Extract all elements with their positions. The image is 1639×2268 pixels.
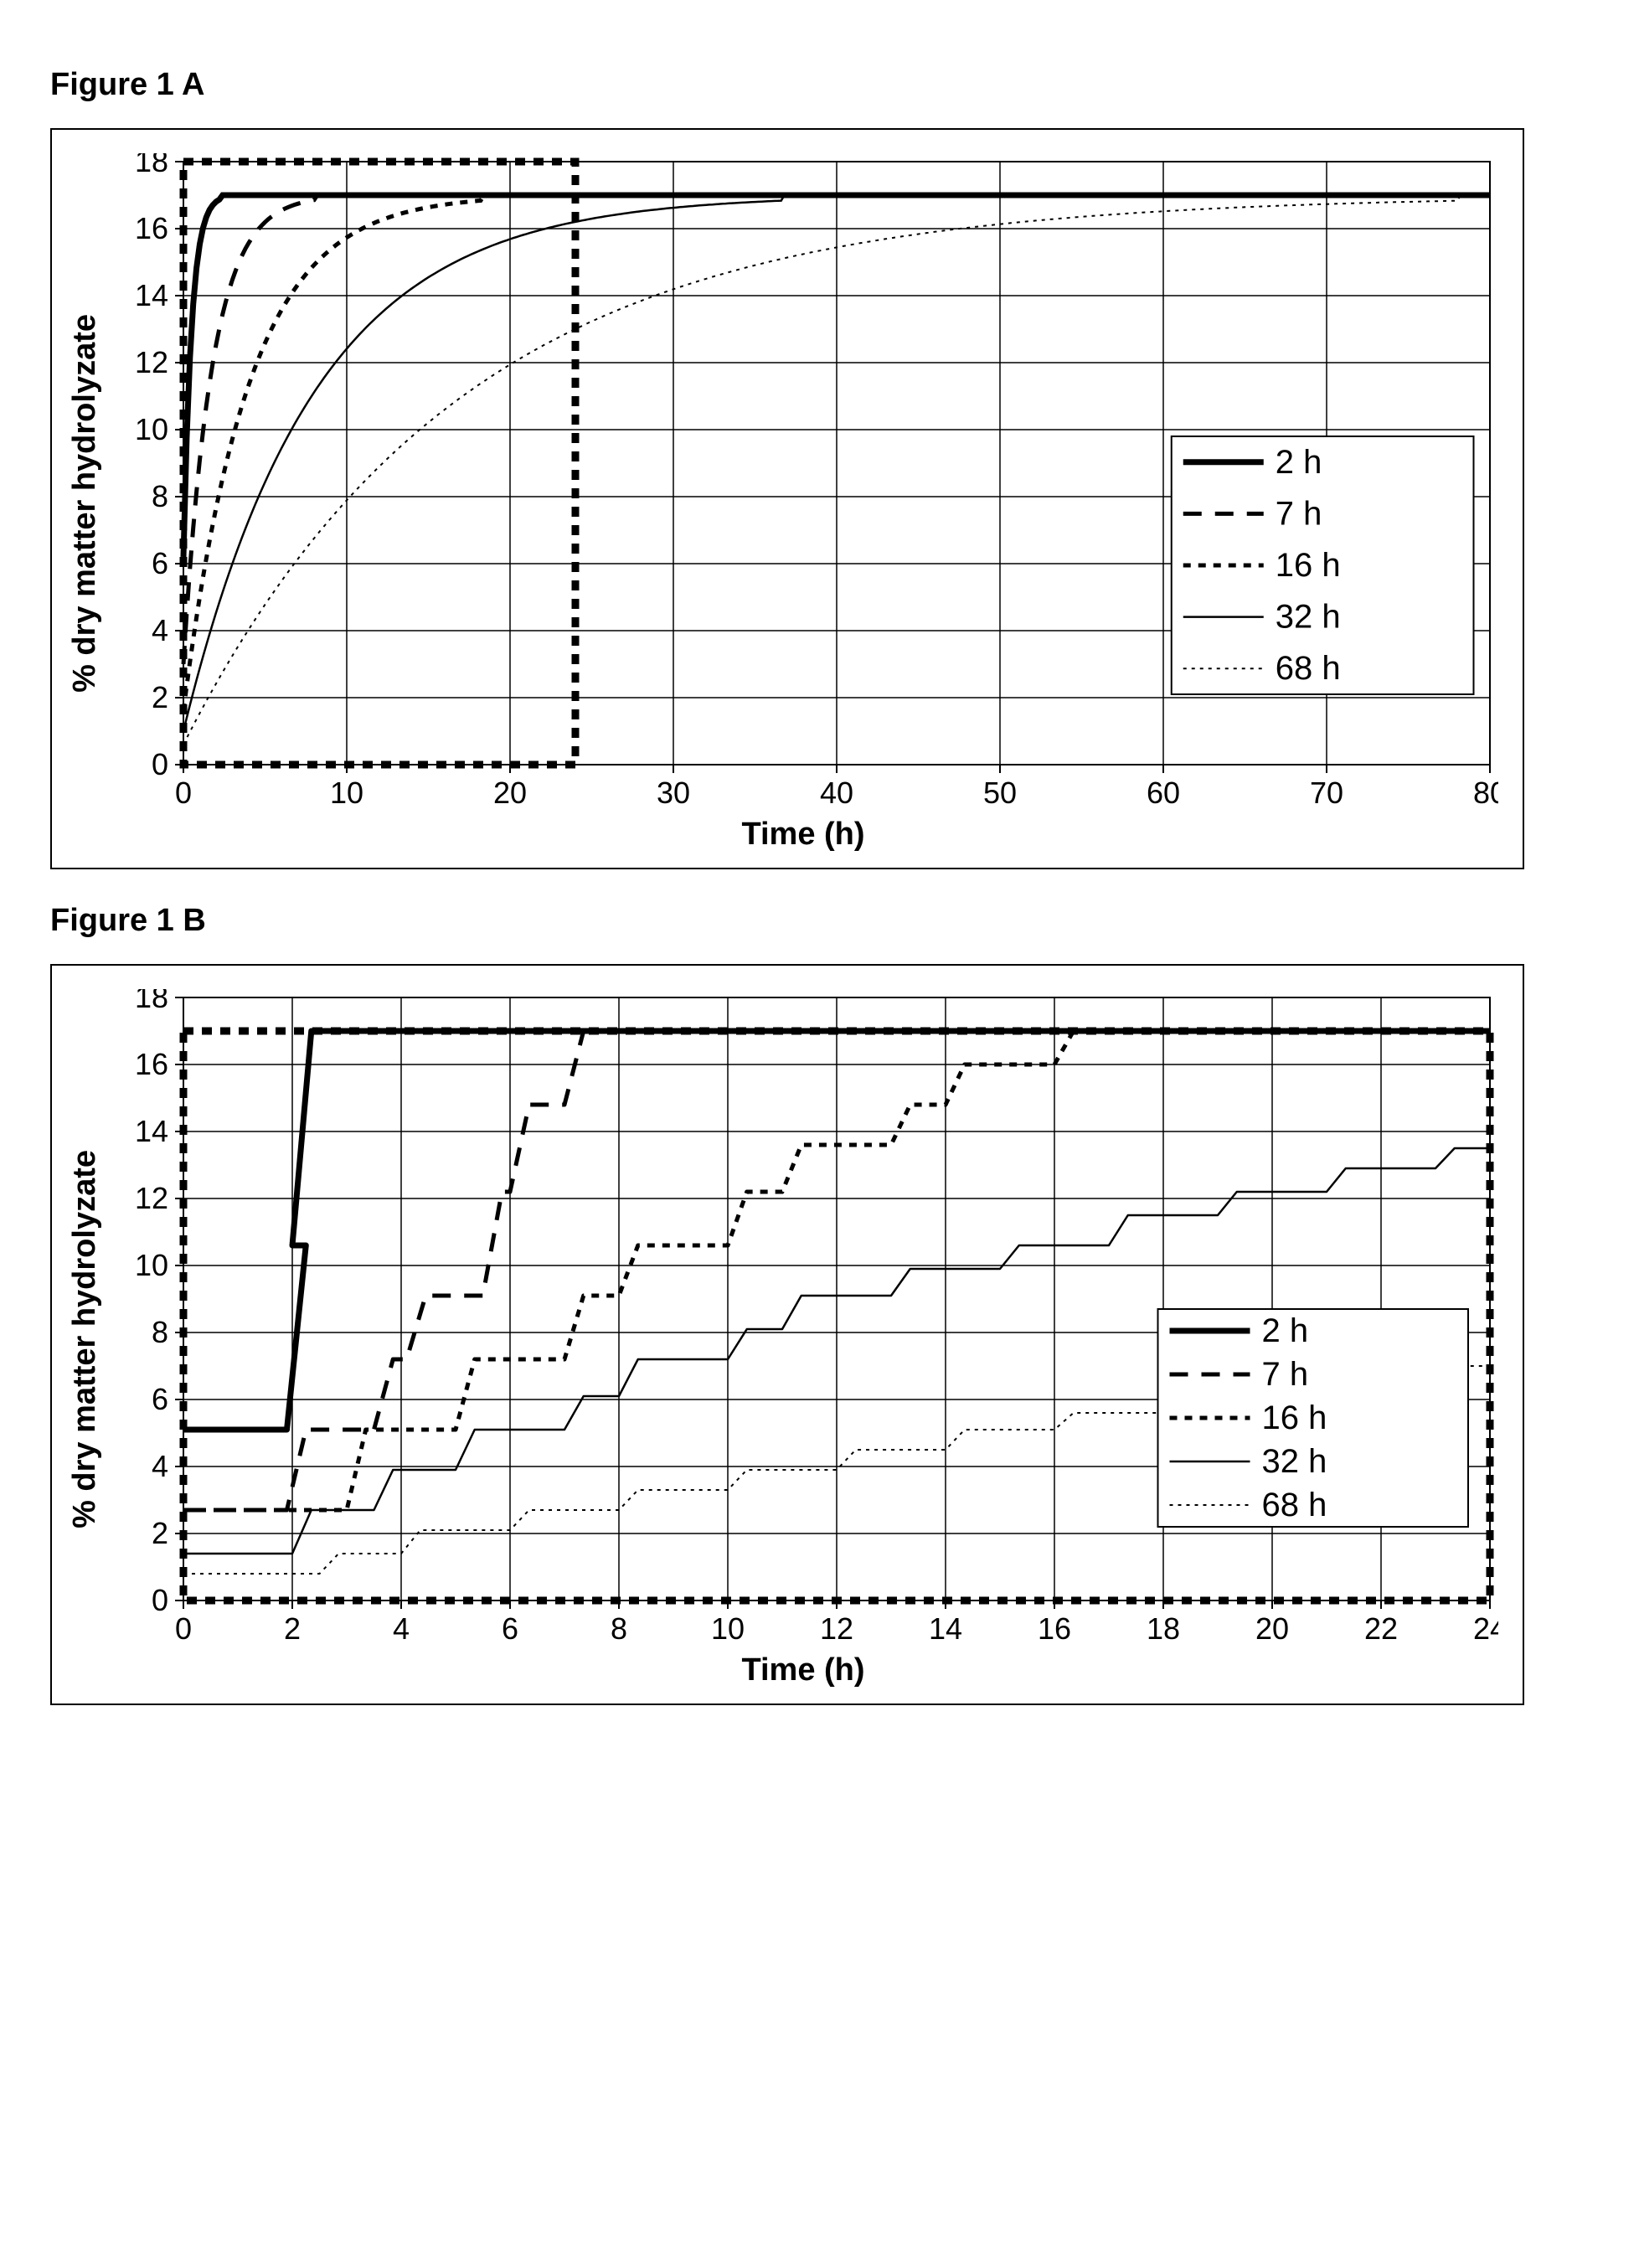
- svg-text:2 h: 2 h: [1262, 1312, 1309, 1349]
- svg-text:8: 8: [152, 1315, 168, 1349]
- figure-b-title: Figure 1 B: [50, 903, 1589, 939]
- figure-b-chart: 0246810121416182022240246810121416182 h7…: [108, 989, 1498, 1647]
- svg-text:4: 4: [152, 613, 168, 647]
- svg-text:12: 12: [820, 1611, 853, 1646]
- svg-text:0: 0: [175, 1611, 192, 1646]
- svg-text:2: 2: [284, 1611, 301, 1646]
- svg-text:68 h: 68 h: [1262, 1487, 1327, 1523]
- svg-text:16 h: 16 h: [1276, 547, 1341, 584]
- svg-text:8: 8: [611, 1611, 627, 1646]
- svg-text:6: 6: [152, 546, 168, 580]
- svg-text:6: 6: [502, 1611, 518, 1646]
- figure-a-title: Figure 1 A: [50, 67, 1589, 103]
- figure-a-chart: 0 10 20 30 40 50 60 70 80 0 2 4 6 8 10 12 14 16 18 2 h 7 h 16…: [108, 153, 1498, 812]
- svg-text:10: 10: [135, 412, 168, 446]
- svg-text:60: 60: [1147, 776, 1180, 810]
- svg-text:7 h: 7 h: [1276, 495, 1322, 532]
- svg-text:16: 16: [135, 211, 168, 245]
- svg-text:14: 14: [929, 1611, 962, 1646]
- svg-text:6: 6: [152, 1382, 168, 1416]
- svg-text:18: 18: [135, 989, 168, 1014]
- svg-text:4: 4: [393, 1611, 410, 1646]
- svg-text:50: 50: [983, 776, 1017, 810]
- svg-text:4: 4: [152, 1449, 168, 1483]
- svg-text:10: 10: [711, 1611, 745, 1646]
- svg-text:20: 20: [1255, 1611, 1289, 1646]
- svg-text:2: 2: [152, 1516, 168, 1550]
- svg-text:30: 30: [657, 776, 690, 810]
- svg-text:80: 80: [1473, 776, 1498, 810]
- svg-text:14: 14: [135, 278, 168, 312]
- svg-text:20: 20: [493, 776, 527, 810]
- svg-text:10: 10: [135, 1248, 168, 1282]
- svg-text:12: 12: [135, 345, 168, 379]
- svg-text:16: 16: [135, 1047, 168, 1081]
- svg-text:8: 8: [152, 479, 168, 513]
- svg-text:12: 12: [135, 1181, 168, 1215]
- svg-text:0: 0: [175, 776, 192, 810]
- figure-b-xlabel: Time (h): [108, 1652, 1498, 1688]
- figure-a-frame: % dry matter hydrolyzate 010203040506070…: [50, 128, 1524, 869]
- svg-text:40: 40: [820, 776, 853, 810]
- figure-b-ylabel: % dry matter hydrolyzate: [67, 1150, 103, 1528]
- svg-text:24: 24: [1473, 1611, 1498, 1646]
- svg-text:68 h: 68 h: [1276, 650, 1341, 687]
- svg-text:0: 0: [152, 747, 168, 781]
- svg-text:16: 16: [1038, 1611, 1071, 1646]
- svg-text:16 h: 16 h: [1262, 1399, 1327, 1436]
- svg-text:32 h: 32 h: [1262, 1443, 1327, 1480]
- svg-text:2 h: 2 h: [1276, 444, 1322, 481]
- svg-text:22: 22: [1364, 1611, 1398, 1646]
- svg-text:32 h: 32 h: [1276, 599, 1341, 636]
- svg-text:70: 70: [1310, 776, 1343, 810]
- svg-text:0: 0: [152, 1583, 168, 1617]
- svg-text:14: 14: [135, 1114, 168, 1148]
- figure-a-xlabel: Time (h): [108, 817, 1498, 853]
- figure-a-ylabel: % dry matter hydrolyzate: [67, 314, 103, 693]
- svg-text:7 h: 7 h: [1262, 1356, 1309, 1393]
- svg-text:2: 2: [152, 680, 168, 714]
- svg-text:18: 18: [135, 153, 168, 178]
- svg-text:10: 10: [330, 776, 363, 810]
- svg-text:18: 18: [1147, 1611, 1180, 1646]
- figure-b-frame: % dry matter hydrolyzate 024681012141618…: [50, 964, 1524, 1705]
